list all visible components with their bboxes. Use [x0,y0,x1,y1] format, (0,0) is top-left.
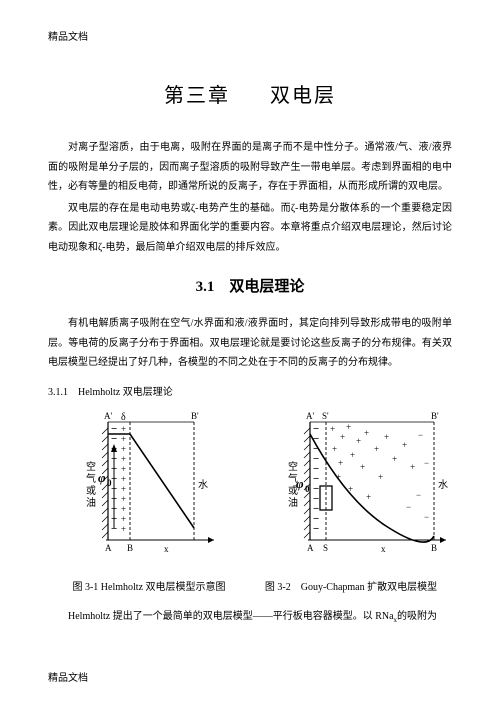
svg-text:+: + [121,504,126,514]
svg-text:−: − [424,512,429,522]
paragraph-3: 有机电解质离子吸附在空气/水界面和液/液界面时，其定向排列导致形成带电的吸附单层… [48,314,452,373]
svg-text:油: 油 [288,496,298,509]
svg-text:A': A' [104,411,112,421]
svg-text:+: + [121,524,126,534]
chapter-title: 第三章 双电层 [48,79,452,108]
svg-text:0: 0 [107,478,112,488]
svg-text:x: x [381,544,386,554]
svg-text:+: + [330,424,335,434]
svg-text:φ: φ [296,476,304,491]
svg-text:+: + [121,514,126,524]
svg-text:空: 空 [288,460,298,473]
chapter-label: 第三章 [164,85,230,107]
header-label: 精品文档 [48,28,452,43]
svg-text:−: − [313,523,319,535]
svg-text:−: − [416,490,421,500]
svg-text:S': S' [322,411,329,421]
svg-text:+: + [121,464,126,474]
figure-1: x 空 气 或 油 −−− −−− −−− −− [64,410,234,560]
svg-text:+: + [121,494,126,504]
delta-label: δ [121,412,126,423]
chapter-name: 双电层 [270,85,336,107]
svg-text:+: + [350,450,355,460]
svg-text:+: + [340,432,345,442]
figure-2: x 空 气 或 油 −−− −−− −−− −− [266,410,436,560]
svg-text:+: + [360,462,365,472]
svg-text:+: + [392,454,397,464]
figure-1-caption: 图 3-1 Helmholtz 双电层模型示意图 [48,578,250,593]
svg-text:+: + [121,424,126,434]
svg-text:+: + [402,440,407,450]
x-axis-label: x [164,544,169,554]
svg-text:B: B [431,543,437,553]
svg-text:+: + [378,472,383,482]
svg-text:+: + [121,434,126,444]
fig1-ylabel-1: 空 [86,460,96,473]
paragraph-2: 双电层的存在是电动电势或ζ-电势产生的基础。而ζ-电势是分散体系的一个重要稳定因… [48,199,452,258]
footer-label: 精品文档 [48,669,88,684]
svg-text:+: + [332,444,337,454]
p4-text-b: 的吸附为 [397,611,437,622]
svg-text:−: − [406,502,411,512]
captions-row: 图 3-1 Helmholtz 双电层模型示意图 图 3-2 Gouy-Chap… [48,578,452,593]
water-label: 水 [198,479,208,491]
svg-text:−: − [418,430,423,440]
svg-text:+: + [384,432,389,442]
svg-text:+: + [356,436,361,446]
section-name: 双电层理论 [229,279,304,295]
section-num: 3.1 [196,279,215,295]
svg-text:A': A' [306,411,314,421]
phi0-label: φ [98,470,106,485]
svg-text:+: + [121,474,126,484]
svg-text:B': B' [431,411,439,421]
svg-text:A: A [105,543,112,553]
svg-text:油: 油 [86,496,96,509]
svg-text:B: B [127,543,133,553]
svg-text:A: A [307,543,314,553]
svg-text:+: + [366,492,371,502]
svg-text:+: + [338,458,343,468]
svg-text:0: 0 [305,484,310,494]
svg-text:+: + [410,462,415,472]
svg-text:+: + [121,454,126,464]
svg-text:+: + [121,484,126,494]
svg-text:或: 或 [86,485,96,497]
figures-row: x 空 气 或 油 −−− −−− −−− −− [48,410,452,560]
svg-text:B': B' [191,411,199,421]
p4-text-a: Helmholtz 提出了一个最简单的双电层模型——平行板电容器模型。以 RNa [68,611,394,622]
svg-text:S: S [323,543,328,553]
svg-text:+: + [364,428,369,438]
svg-text:+: + [346,422,351,432]
paragraph-4: Helmholtz 提出了一个最简单的双电层模型——平行板电容器模型。以 RNa… [48,607,452,628]
svg-text:−: − [424,458,429,468]
figure-2-caption: 图 3-2 Gouy-Chapman 扩散双电层模型 [250,578,452,593]
subsection-title: 3.1.1 Helmholtz 双电层理论 [48,383,452,398]
svg-text:+: + [374,444,379,454]
svg-text:气: 气 [86,472,96,485]
paragraph-1: 对离子型溶质，由于电离，吸附在界面的是离子而不是中性分子。通常液/气、液/液界面… [48,138,452,197]
section-title: 3.1 双电层理论 [48,275,452,296]
svg-text:+: + [121,444,126,454]
svg-text:水: 水 [438,479,448,491]
